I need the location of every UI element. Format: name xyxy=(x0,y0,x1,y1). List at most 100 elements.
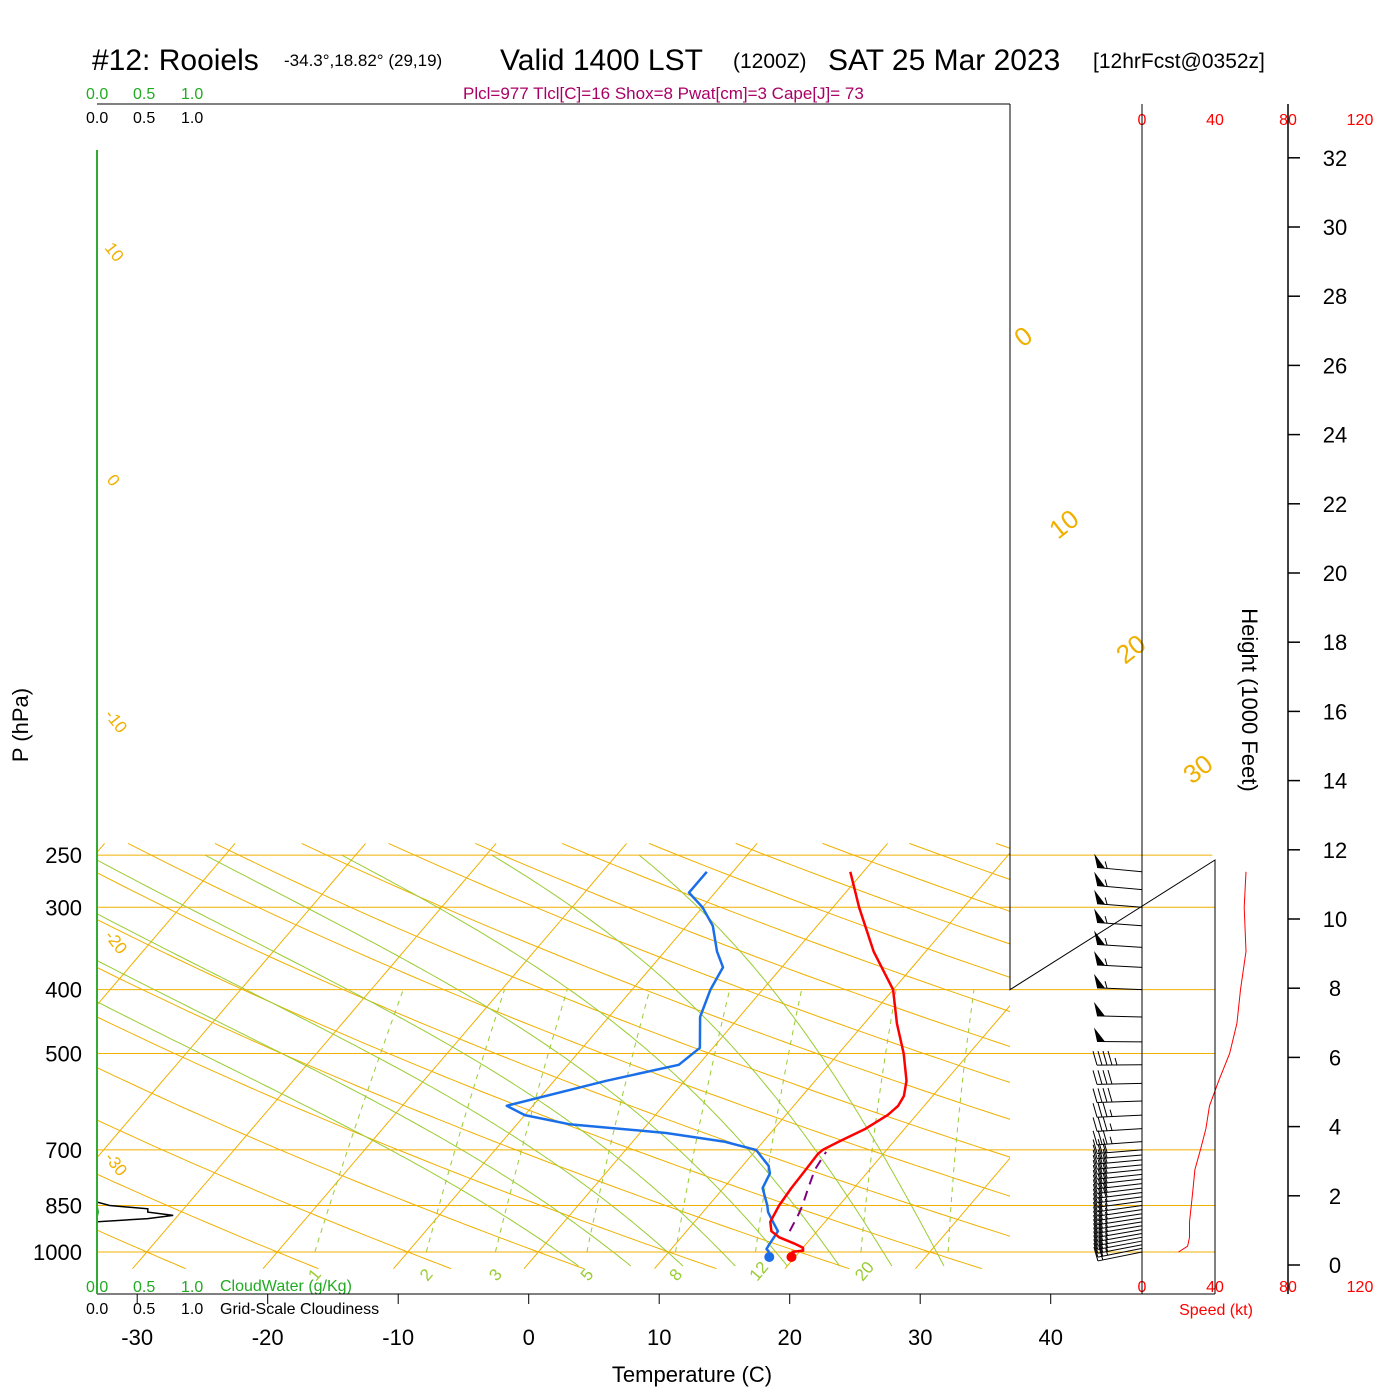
pressure-tick-label: 500 xyxy=(45,1042,82,1067)
barb-full xyxy=(1093,1206,1098,1221)
barb-full xyxy=(1097,1192,1103,1207)
cloudiness-top-tick: 0.5 xyxy=(133,110,155,127)
cloudiness-top-ticks: 0.0 0.5 1.0 xyxy=(86,110,203,127)
barb-half xyxy=(1104,1198,1108,1207)
x-tick-label: 30 xyxy=(908,1325,932,1350)
barb-shaft xyxy=(1097,1200,1143,1208)
dry-adiabat-line xyxy=(301,842,1010,1120)
barb-flag xyxy=(1094,871,1106,887)
wind-barb xyxy=(1092,1178,1143,1194)
x-tick-label: -20 xyxy=(252,1325,284,1350)
dry-adiabat-line xyxy=(97,1173,319,1270)
y-axis-label: P (hPa) xyxy=(8,688,33,762)
barb-half xyxy=(1104,861,1108,869)
mixing-ratio-line xyxy=(755,989,803,1253)
barb-shaft xyxy=(1097,1209,1143,1217)
barb-full xyxy=(1097,1196,1103,1212)
barb-full xyxy=(1097,1159,1103,1174)
barb-full xyxy=(1097,1174,1103,1189)
barb-full xyxy=(1093,1235,1099,1250)
dry-adiabat-label: -20 xyxy=(101,927,131,958)
barb-half xyxy=(1104,958,1108,966)
dry-adiabat-line xyxy=(648,842,1010,978)
wind-barb xyxy=(1092,1196,1143,1213)
barb-full xyxy=(1102,1148,1108,1164)
plot-grid-clip xyxy=(97,842,1010,1270)
wind-barb xyxy=(1094,973,1143,991)
wind-barb xyxy=(1092,1173,1143,1190)
height-tick-label: 24 xyxy=(1323,423,1347,448)
wind-barbs xyxy=(1092,853,1143,1262)
x-tick-label: 0 xyxy=(523,1325,535,1350)
barb-full xyxy=(1102,1187,1108,1202)
barb-full xyxy=(1097,1164,1103,1179)
speed-top-tick: 120 xyxy=(1347,112,1374,129)
barb-full xyxy=(1093,1214,1099,1230)
barb-full xyxy=(1092,1164,1098,1180)
barb-full xyxy=(1097,1209,1103,1225)
barb-shaft xyxy=(1097,1236,1143,1246)
barb-full xyxy=(1092,1103,1098,1118)
wind-barb xyxy=(1093,1209,1143,1226)
parcel-line xyxy=(788,1151,827,1232)
barb-full xyxy=(1097,1130,1103,1145)
x-axis-label: Temperature (C) xyxy=(612,1362,772,1387)
dry-adiabat-label: -30 xyxy=(101,1149,131,1180)
barb-shaft xyxy=(1097,1183,1143,1190)
moist-adiabat-line xyxy=(341,854,841,1267)
pressure-tick-label: 400 xyxy=(45,978,82,1003)
barb-shaft xyxy=(1097,1154,1143,1160)
isotherm-line xyxy=(97,843,366,1159)
cloudwater-bottom-tick: 1.0 xyxy=(181,1279,203,1296)
barb-full xyxy=(1093,1227,1099,1242)
barb-shaft xyxy=(1097,1196,1143,1204)
wind-barb xyxy=(1094,908,1143,927)
mixing-ratio-label: 3 xyxy=(485,1265,506,1284)
barb-shaft xyxy=(1097,867,1143,873)
cloudiness-bottom-scale: 0.0 0.5 1.0 Grid-Scale Cloudiness xyxy=(86,1301,379,1318)
barb-full xyxy=(1102,1138,1108,1153)
cloudwater-top-tick: 0.5 xyxy=(133,86,155,103)
barb-full xyxy=(1092,1117,1098,1132)
barb-half xyxy=(1104,897,1108,905)
mixing-ratio-line xyxy=(947,989,975,1253)
dewpoint-line xyxy=(505,870,780,1253)
barb-full xyxy=(1102,1088,1108,1103)
barb-full xyxy=(1102,1173,1108,1188)
barb-shaft xyxy=(1097,1240,1143,1250)
wind-barb xyxy=(1093,1214,1143,1230)
barb-full xyxy=(1097,1183,1103,1198)
barb-shaft xyxy=(1097,1159,1143,1165)
speed-scale-bottom: 0 40 80 120 Speed (kt) xyxy=(1138,1279,1374,1319)
cloudiness-bottom-tick: 1.0 xyxy=(181,1301,203,1318)
height-tick-label: 10 xyxy=(1323,907,1347,932)
height-tick-label: 4 xyxy=(1329,1115,1341,1140)
wind-barb xyxy=(1094,930,1143,948)
height-tick-label: 18 xyxy=(1323,630,1347,655)
barb-full xyxy=(1092,1159,1098,1175)
height-tick-label: 0 xyxy=(1329,1253,1341,1278)
cloudiness-bottom-tick: 0.5 xyxy=(133,1301,155,1318)
dry-adiabat-line xyxy=(97,966,850,1270)
mixing-ratio-label: 8 xyxy=(665,1265,686,1284)
cloudwater-bottom-tick: 0.5 xyxy=(133,1279,155,1296)
barb-full xyxy=(1107,1069,1113,1085)
wind-barb xyxy=(1092,1069,1143,1085)
barb-full xyxy=(1097,1201,1103,1216)
barb-shaft xyxy=(1097,1213,1143,1221)
wind-barb xyxy=(1094,1001,1143,1018)
barb-full xyxy=(1097,1169,1103,1184)
speed-label: Speed (kt) xyxy=(1179,1302,1253,1319)
barb-half xyxy=(1104,938,1108,946)
barb-full xyxy=(1097,1088,1103,1103)
dry-adiabat-label: 0 xyxy=(103,471,124,490)
isobar-clip xyxy=(97,854,1215,1253)
mixing-ratio-line xyxy=(314,989,404,1253)
barb-half xyxy=(1104,1216,1108,1224)
barb-half xyxy=(1109,1109,1113,1117)
barb-full xyxy=(1097,1178,1103,1194)
cloudiness-top-tick: 0.0 xyxy=(86,110,108,127)
isotherm-line xyxy=(132,843,497,1270)
wind-barb xyxy=(1092,1182,1143,1199)
